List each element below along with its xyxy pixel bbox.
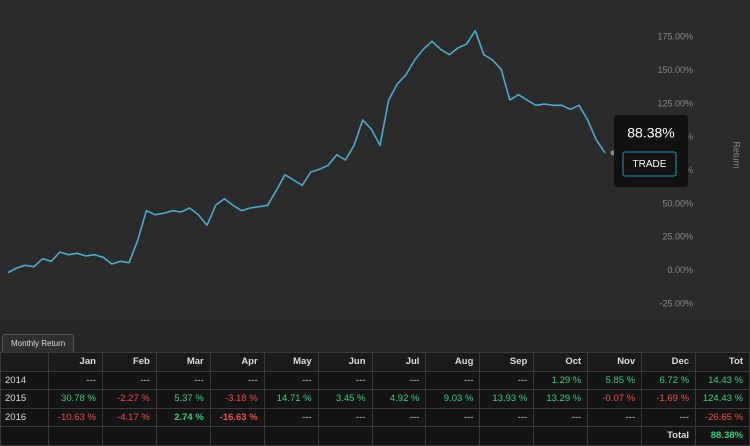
table-row: 2014 --- --- --- --- --- --- --- --- --- 1.29 % 5.8…	[0, 370, 750, 390]
y-tick-label: 150.00%	[657, 65, 693, 75]
tooltip: 88.38% TRADE	[614, 115, 688, 187]
table-row: 2015 30.78 % -2.27 % 5.37 % -3.18 % 14.71 % 3.…	[0, 389, 750, 409]
empty-cell	[425, 426, 481, 446]
tooltip-value: 88.38%	[627, 125, 674, 141]
empty-cell	[587, 426, 643, 446]
y-tick-label: 25.00%	[662, 232, 693, 242]
return-cell: ---	[371, 407, 427, 427]
return-cell: 6.72 %	[641, 370, 697, 390]
y-tick-label: 50.00%	[662, 198, 693, 208]
header-cell: Tot	[695, 352, 750, 372]
header-cell: Apr	[209, 352, 265, 372]
return-cell: ---	[263, 370, 319, 390]
return-cell: -1.69 %	[641, 389, 697, 409]
empty-cell	[0, 426, 49, 446]
return-cell: ---	[533, 407, 589, 427]
header-cell: Mar	[155, 352, 211, 372]
return-cell: ---	[587, 407, 643, 427]
return-line	[7, 29, 606, 274]
return-cell: 3.45 %	[317, 389, 373, 409]
year-cell: 2014	[0, 370, 49, 390]
header-cell: Feb	[101, 352, 157, 372]
y-tick-label: 125.00%	[657, 98, 693, 108]
header-cell: Dec	[641, 352, 697, 372]
return-cell: -4.17 %	[101, 407, 157, 427]
total-label: Total	[641, 426, 697, 446]
return-cell: ---	[317, 407, 373, 427]
header-cell: Aug	[425, 352, 481, 372]
header-row: Jan Feb Mar Apr May Jun Jul Aug Sep Oct Nov Dec Tot	[0, 352, 750, 372]
return-cell: -2.27 %	[101, 389, 157, 409]
monthly-return-table: Jan Feb Mar Apr May Jun Jul Aug Sep Oct Nov Dec Tot …	[0, 352, 750, 446]
return-cell: ---	[641, 407, 697, 427]
return-cell: 5.85 %	[587, 370, 643, 390]
empty-cell	[209, 426, 265, 446]
return-cell: 1.29 %	[533, 370, 589, 390]
total-value: 88.38%	[695, 426, 750, 446]
return-cell: 2.74 %	[155, 407, 211, 427]
return-cell: -3.18 %	[209, 389, 265, 409]
return-cell: -0.07 %	[587, 389, 643, 409]
return-cell: ---	[479, 407, 535, 427]
trade-button-label[interactable]: TRADE	[633, 159, 667, 170]
table-row: 2016 -10.63 % -4.17 % 2.74 % -16.63 % --- --- -…	[0, 407, 750, 427]
return-cell: 13.29 %	[533, 389, 589, 409]
chart: Return -25.00%0.00%25.00%50.00%75.00%100…	[0, 0, 750, 320]
header-cell: Jul	[371, 352, 427, 372]
return-cell: ---	[479, 370, 535, 390]
header-cell: Nov	[587, 352, 643, 372]
return-cell: -10.63 %	[48, 407, 103, 427]
header-cell: Oct	[533, 352, 589, 372]
return-cell: ---	[317, 370, 373, 390]
return-cell: 13.93 %	[479, 389, 535, 409]
empty-cell	[48, 426, 103, 446]
return-cell: ---	[371, 370, 427, 390]
return-cell: ---	[209, 370, 265, 390]
return-cell: ---	[263, 407, 319, 427]
y-tick-label: -25.00%	[659, 298, 693, 308]
empty-cell	[371, 426, 427, 446]
return-cell: 4.92 %	[371, 389, 427, 409]
return-cell: -16.63 %	[209, 407, 265, 427]
empty-cell	[479, 426, 535, 446]
return-cell: 124.43 %	[695, 389, 750, 409]
tab-bar: Monthly Return	[0, 320, 750, 352]
header-cell: Jan	[48, 352, 103, 372]
header-cell: Sep	[479, 352, 535, 372]
return-cell: ---	[48, 370, 103, 390]
header-cell: May	[263, 352, 319, 372]
y-tick-label: 175.00%	[657, 32, 693, 42]
header-cell	[0, 352, 49, 372]
empty-cell	[155, 426, 211, 446]
year-cell: 2016	[0, 407, 49, 427]
return-cell: ---	[155, 370, 211, 390]
return-cell: ---	[425, 407, 481, 427]
y-tick-label: 0.00%	[667, 265, 693, 275]
year-cell: 2015	[0, 389, 49, 409]
y-axis-label: Return	[732, 141, 742, 168]
return-cell: 9.03 %	[425, 389, 481, 409]
return-cell: ---	[425, 370, 481, 390]
return-cell: ---	[101, 370, 157, 390]
return-cell: 5.37 %	[155, 389, 211, 409]
return-cell: -26.65 %	[695, 407, 750, 427]
empty-cell	[317, 426, 373, 446]
empty-cell	[533, 426, 589, 446]
trade-button[interactable]	[622, 151, 677, 177]
total-row: Total 88.38%	[0, 426, 750, 446]
tab[interactable]: Monthly Return	[2, 334, 75, 352]
return-cell: 30.78 %	[48, 389, 103, 409]
return-cell: 14.71 %	[263, 389, 319, 409]
return-cell: 14.43 %	[695, 370, 750, 390]
empty-cell	[101, 426, 157, 446]
empty-cell	[263, 426, 319, 446]
header-cell: Jun	[317, 352, 373, 372]
